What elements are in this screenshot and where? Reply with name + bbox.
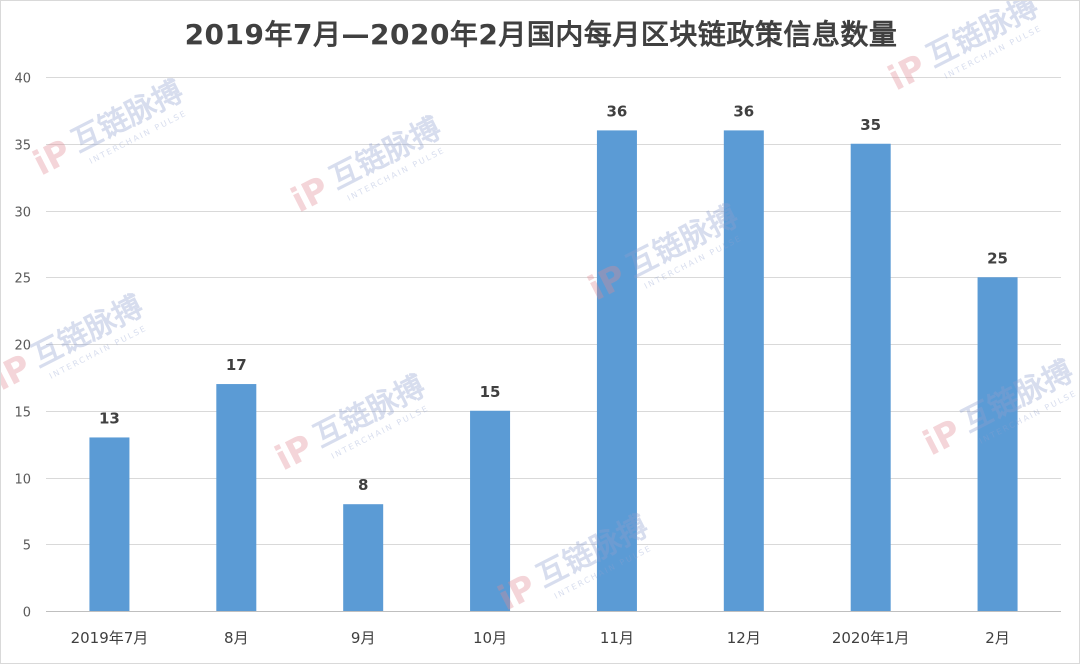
bar — [470, 410, 511, 611]
watermark-sub: INTERCHAIN PULSE — [330, 403, 431, 460]
bar — [723, 130, 764, 611]
x-tick-label: 10月 — [473, 629, 507, 647]
y-tick-label: 15 — [14, 406, 31, 421]
bar — [216, 384, 257, 611]
bar — [977, 277, 1018, 611]
data-label: 13 — [99, 409, 120, 427]
watermark-sub: INTERCHAIN PULSE — [346, 145, 447, 202]
x-tick-label: 2月 — [985, 629, 1010, 647]
y-tick-label: 20 — [14, 339, 31, 354]
bar — [850, 143, 891, 611]
watermark-logo: iP — [27, 132, 78, 184]
data-label: 8 — [358, 476, 368, 494]
y-tick-label: 25 — [14, 272, 31, 287]
y-tick-label: 35 — [14, 139, 31, 154]
watermark-logo: iP — [269, 427, 320, 479]
watermark-logo: iP — [285, 169, 336, 221]
y-tick-label: 0 — [23, 606, 31, 621]
bar — [89, 437, 130, 611]
y-tick-label: 5 — [23, 539, 31, 554]
watermark-sub: INTERCHAIN PULSE — [943, 23, 1044, 80]
watermark-brand: 互链脉搏 — [26, 289, 149, 375]
watermark-brand: 互链脉搏 — [921, 1, 1044, 75]
watermark-logo: iP — [917, 412, 968, 464]
bar — [343, 504, 384, 611]
x-tick-label: 2019年7月 — [71, 629, 149, 647]
data-label: 35 — [860, 116, 881, 134]
x-tick-label: 9月 — [351, 629, 376, 647]
data-label: 17 — [226, 356, 247, 374]
data-label: 15 — [480, 383, 501, 401]
x-tick-label: 2020年1月 — [832, 629, 910, 647]
y-tick-label: 30 — [14, 206, 31, 221]
x-tick-label: 8月 — [224, 629, 249, 647]
data-label: 25 — [987, 249, 1008, 267]
watermark-sub: INTERCHAIN PULSE — [48, 323, 149, 380]
watermark-brand: 互链脉搏 — [66, 74, 189, 160]
x-tick-label: 12月 — [727, 629, 761, 647]
chart-title: 2019年7月—2020年2月国内每月区块链政策信息数量 — [184, 18, 898, 51]
watermark-logo: iP — [882, 47, 933, 99]
data-label: 36 — [733, 102, 754, 120]
bar — [596, 130, 637, 611]
watermark-brand: 互链脉搏 — [324, 111, 447, 197]
y-tick-label: 40 — [14, 72, 31, 87]
watermark-logo: iP — [1, 347, 38, 399]
y-tick-label: 10 — [14, 473, 31, 488]
watermark-sub: INTERCHAIN PULSE — [88, 108, 189, 165]
x-tick-label: 11月 — [600, 629, 634, 647]
data-label: 36 — [607, 102, 628, 120]
